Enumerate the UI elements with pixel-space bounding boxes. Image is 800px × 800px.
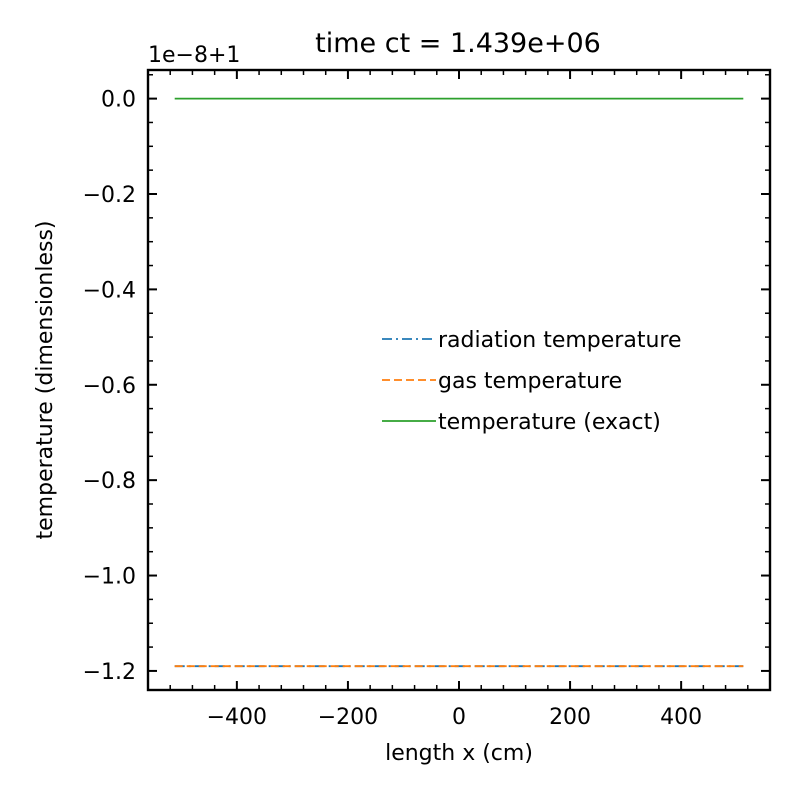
y-tick-label: −0.8 <box>83 469 136 494</box>
y-tick-label: −0.2 <box>83 183 136 208</box>
y-axis-ticks: 0.0 −0.2 −0.4 −0.6 −0.8 −1.0 −1.2 <box>83 88 770 685</box>
y-axis-label: temperature (dimensionless) <box>33 221 58 540</box>
chart-title: time ct = 1.439e+06 <box>315 28 601 59</box>
plot-area: −400 −200 0 200 400 0.0 −0.2 −0.4 −0.6 −0.8 −1.0 −… <box>83 68 772 730</box>
y-tick-label: −0.6 <box>83 374 136 399</box>
y-tick-label: −0.4 <box>83 278 136 303</box>
series-layer <box>174 97 744 668</box>
x-tick-label: −400 <box>207 705 267 730</box>
x-tick-label: 200 <box>549 705 591 730</box>
x-axis-ticks: −400 −200 0 200 400 <box>207 70 702 730</box>
y-tick-label: −1.0 <box>83 565 136 590</box>
legend-label-0: radiation temperature <box>438 328 682 353</box>
y-offset-label: 1e−8+1 <box>148 43 240 68</box>
y-tick-label: 0.0 <box>101 88 136 113</box>
minor-ticks <box>147 70 771 690</box>
x-tick-label: −200 <box>318 705 378 730</box>
legend-label-1: gas temperature <box>438 369 622 394</box>
legend-label-2: temperature (exact) <box>438 410 661 435</box>
x-tick-label: 400 <box>660 705 702 730</box>
legend: radiation temperature gas temperature temp… <box>382 328 682 435</box>
y-tick-label: −1.2 <box>83 660 136 685</box>
x-axis-label: length x (cm) <box>385 741 533 766</box>
x-tick-label: 0 <box>452 705 466 730</box>
